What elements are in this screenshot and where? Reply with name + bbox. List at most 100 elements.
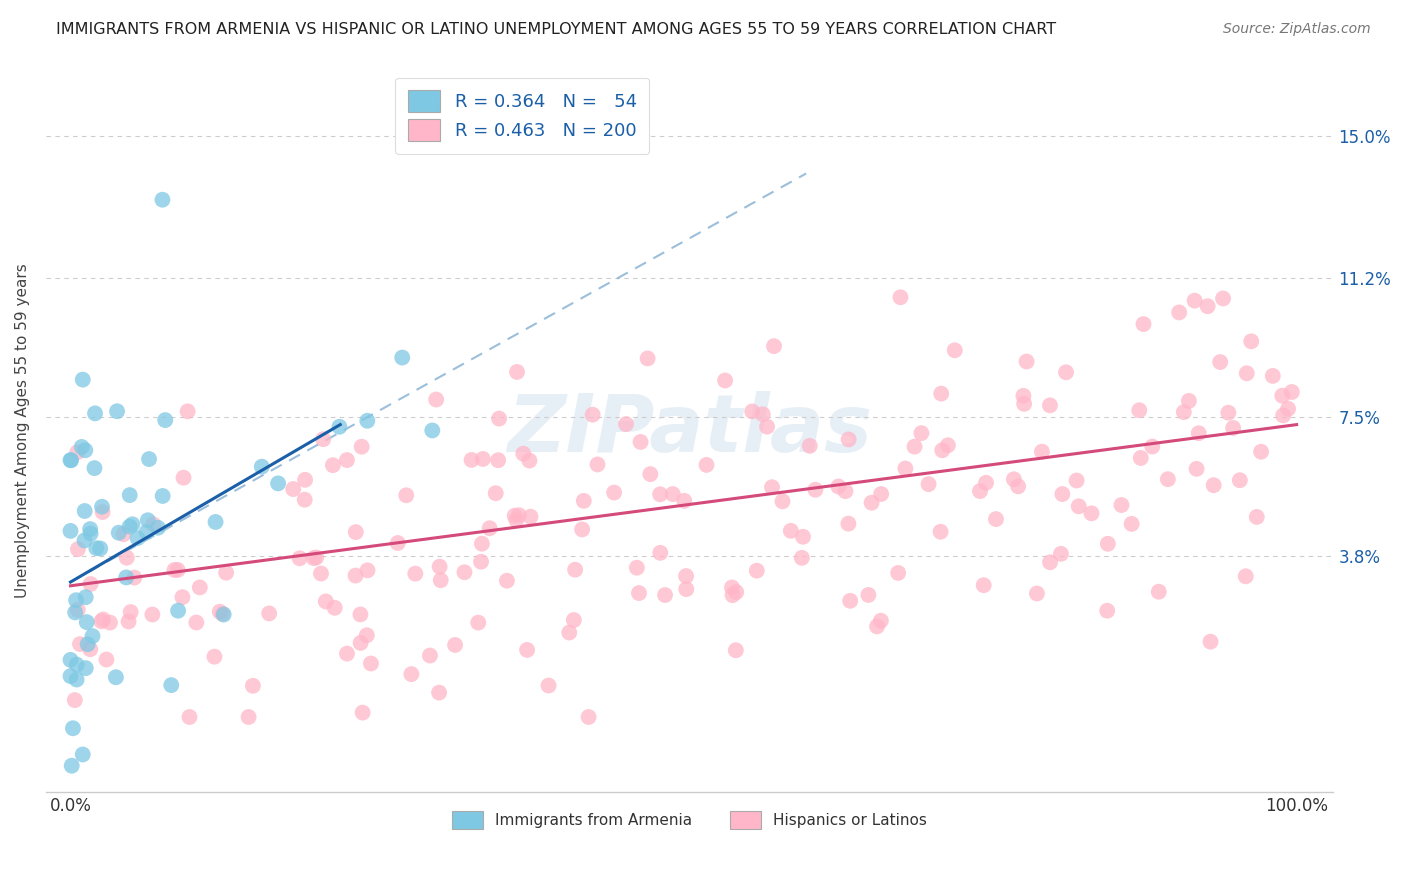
Point	[142, 517, 165, 532]
Point	[1111, 498, 1133, 512]
Point	[627, 586, 650, 600]
Point	[537, 679, 560, 693]
Point	[60, 758, 83, 772]
Point	[558, 625, 581, 640]
Point	[1218, 406, 1240, 420]
Point	[179, 710, 201, 724]
Point	[1236, 366, 1258, 380]
Point	[419, 648, 441, 663]
Point	[1246, 510, 1268, 524]
Point	[344, 525, 367, 540]
Point	[91, 505, 114, 519]
Point	[626, 560, 648, 574]
Point	[65, 593, 87, 607]
Point	[167, 604, 190, 618]
Point	[1277, 401, 1299, 416]
Point	[96, 652, 118, 666]
Point	[63, 693, 86, 707]
Point	[65, 673, 87, 687]
Point	[790, 550, 813, 565]
Point	[120, 605, 142, 619]
Point	[614, 417, 637, 431]
Point	[66, 542, 89, 557]
Point	[519, 453, 541, 467]
Point	[834, 484, 856, 499]
Point	[1271, 389, 1294, 403]
Point	[1157, 472, 1180, 486]
Point	[283, 482, 305, 496]
Point	[512, 447, 534, 461]
Point	[741, 404, 763, 418]
Point	[792, 530, 814, 544]
Point	[673, 493, 696, 508]
Point	[121, 517, 143, 532]
Point	[155, 413, 177, 427]
Point	[91, 612, 114, 626]
Point	[1212, 292, 1234, 306]
Point	[637, 351, 659, 366]
Point	[860, 496, 883, 510]
Point	[350, 440, 373, 454]
Point	[837, 516, 859, 531]
Point	[799, 439, 821, 453]
Point	[305, 550, 328, 565]
Point	[387, 536, 409, 550]
Point	[1147, 584, 1170, 599]
Point	[59, 669, 82, 683]
Point	[984, 512, 1007, 526]
Point	[315, 594, 337, 608]
Point	[496, 574, 519, 588]
Point	[212, 607, 235, 622]
Point	[60, 453, 83, 467]
Point	[1015, 354, 1038, 368]
Point	[714, 374, 737, 388]
Point	[288, 551, 311, 566]
Point	[336, 453, 359, 467]
Point	[973, 578, 995, 592]
Point	[136, 513, 159, 527]
Point	[478, 521, 501, 535]
Point	[257, 607, 280, 621]
Point	[70, 440, 93, 454]
Point	[453, 566, 475, 580]
Point	[160, 678, 183, 692]
Point	[118, 519, 141, 533]
Point	[675, 569, 697, 583]
Point	[146, 521, 169, 535]
Point	[936, 438, 959, 452]
Point	[562, 613, 585, 627]
Point	[59, 453, 82, 467]
Point	[250, 459, 273, 474]
Point	[429, 559, 451, 574]
Point	[838, 433, 860, 447]
Point	[75, 590, 97, 604]
Point	[425, 392, 447, 407]
Point	[127, 531, 149, 545]
Point	[322, 458, 344, 473]
Point	[1202, 478, 1225, 492]
Point	[1199, 634, 1222, 648]
Point	[79, 522, 101, 536]
Point	[91, 500, 114, 514]
Point	[578, 710, 600, 724]
Point	[1188, 426, 1211, 441]
Point	[1142, 440, 1164, 454]
Point	[505, 513, 527, 527]
Point	[115, 550, 138, 565]
Point	[910, 426, 932, 441]
Point	[294, 473, 316, 487]
Point	[721, 581, 744, 595]
Text: ZIPatlas: ZIPatlas	[508, 392, 872, 469]
Point	[73, 504, 96, 518]
Point	[79, 577, 101, 591]
Point	[1121, 516, 1143, 531]
Point	[839, 594, 862, 608]
Point	[166, 563, 188, 577]
Point	[356, 414, 378, 428]
Point	[302, 551, 325, 566]
Point	[420, 424, 443, 438]
Point	[69, 637, 91, 651]
Point	[1052, 487, 1074, 501]
Point	[1002, 472, 1025, 486]
Point	[870, 614, 893, 628]
